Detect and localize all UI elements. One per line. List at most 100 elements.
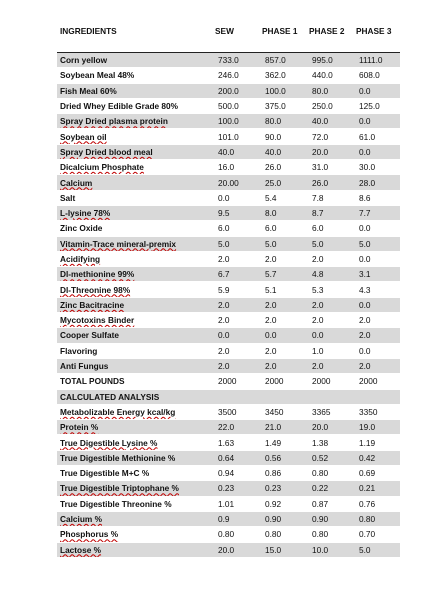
value-cell: 0.80	[306, 465, 353, 482]
value-cell: 2000	[306, 373, 353, 390]
ingredient-label: Dried Whey Edible Grade 80%	[60, 101, 179, 112]
value-cell: 0.80	[353, 511, 400, 528]
value-cell: 8.0	[259, 205, 306, 222]
ingredient-name: Dl-methionine 99%	[57, 266, 212, 283]
ingredient-label: Corn yellow	[60, 55, 108, 66]
value-cell: 1.0	[306, 343, 353, 359]
value-cell: 0.0	[259, 327, 306, 344]
value-cell: 5.4	[259, 190, 306, 206]
value-cell: 20.0	[306, 144, 353, 161]
value-cell: 0.22	[306, 480, 353, 497]
ingredient-name: Mycotoxins Binder	[57, 312, 212, 329]
value-cell: 61.0	[353, 128, 400, 145]
ingredient-name: Lactose %	[57, 542, 212, 558]
ingredient-label: Flavoring	[60, 345, 98, 356]
value-cell: 5.0	[353, 236, 400, 252]
value-cell: 0.0	[353, 83, 400, 99]
value-cell: 2.0	[212, 312, 259, 329]
table-row: True Digestible Triptophane % 0.23 0.23 0.2…	[57, 480, 400, 497]
value-cell: 1.49	[259, 434, 306, 451]
header-sew: SEW	[212, 24, 259, 53]
table-row: Salt 0.0 5.4 7.8 8.6	[57, 190, 400, 206]
value-cell: 3350	[353, 404, 400, 421]
value-cell: 1.19	[353, 434, 400, 451]
ingredient-label: Metabolizable Energy kcal/kg	[60, 406, 176, 417]
value-cell: 40.0	[259, 144, 306, 161]
table-row: Dried Whey Edible Grade 80% 500.0 375.0 250…	[57, 98, 400, 115]
value-cell: 0.52	[306, 450, 353, 467]
ingredient-label: True Digestible Triptophane %	[60, 483, 179, 494]
value-cell: 26.0	[259, 159, 306, 176]
value-cell: 15.0	[259, 542, 306, 558]
ingredient-label: Salt	[60, 192, 76, 203]
value-cell	[306, 389, 353, 405]
ingredient-name: Salt	[57, 190, 212, 206]
ingredient-name: Zinc Oxide	[57, 220, 212, 237]
value-cell: 2.0	[353, 358, 400, 375]
value-cell: 0.0	[353, 251, 400, 268]
value-cell: 100.0	[259, 83, 306, 99]
ingredient-label: Vitamin-Trace mineral-premix	[60, 238, 177, 249]
table-row: Corn yellow 733.0 857.0 995.0 1111.0	[57, 52, 400, 69]
value-cell: 5.7	[259, 266, 306, 283]
value-cell: 4.3	[353, 281, 400, 298]
table-row: Zinc Oxide 6.0 6.0 6.0 0.0	[57, 220, 400, 237]
value-cell: 2.0	[306, 297, 353, 314]
ingredient-label: Zinc Oxide	[60, 223, 103, 234]
table-row: Dl-Threonine 98% 5.9 5.1 5.3 4.3	[57, 281, 400, 298]
value-cell: 0.9	[212, 511, 259, 528]
value-cell: 0.80	[259, 526, 306, 543]
ingredient-label: True Digestible Methionine %	[60, 452, 176, 463]
value-cell: 19.0	[353, 419, 400, 436]
value-cell: 40.0	[306, 113, 353, 130]
value-cell: 72.0	[306, 128, 353, 145]
ingredient-name: True Digestible Methionine %	[57, 450, 212, 467]
value-cell: 0.0	[353, 343, 400, 359]
ingredients-table: INGREDIENTS SEW PHASE 1 PHASE 2 PHASE 3 …	[57, 24, 400, 558]
ingredient-label: CALCULATED ANALYSIS	[60, 391, 160, 402]
ingredient-name: True Digestible Threonine %	[57, 496, 212, 512]
value-cell: 0.56	[259, 450, 306, 467]
value-cell: 6.7	[212, 266, 259, 283]
value-cell	[212, 389, 259, 405]
table-row: Dicalcium Phosphate 16.0 26.0 31.0 30.0	[57, 159, 400, 176]
value-cell: 2.0	[259, 312, 306, 329]
ingredient-name: Protein %	[57, 419, 212, 436]
value-cell: 250.0	[306, 98, 353, 115]
value-cell: 0.90	[259, 511, 306, 528]
header-ingredients: INGREDIENTS	[57, 24, 212, 53]
value-cell: 0.23	[259, 480, 306, 497]
ingredient-label: Dicalcium Phosphate	[60, 162, 144, 173]
ingredient-label: Anti Fungus	[60, 361, 109, 372]
ingredient-label: TOTAL POUNDS	[60, 376, 125, 387]
value-cell: 2.0	[259, 251, 306, 268]
ingredient-label: True Digestible Threonine %	[60, 498, 172, 509]
value-cell: 25.0	[259, 174, 306, 191]
value-cell: 0.21	[353, 480, 400, 497]
value-cell: 6.0	[259, 220, 306, 237]
header-phase-1: PHASE 1	[259, 24, 306, 53]
ingredient-name: Flavoring	[57, 343, 212, 359]
ingredient-label: Soybean oil	[60, 131, 107, 142]
value-cell: 10.0	[306, 542, 353, 558]
value-cell: 0.80	[212, 526, 259, 543]
value-cell	[259, 389, 306, 405]
value-cell: 2.0	[212, 343, 259, 359]
ingredient-label: Dl-methionine 99%	[60, 269, 135, 280]
value-cell: 20.0	[306, 419, 353, 436]
value-cell: 2.0	[259, 358, 306, 375]
ingredient-label: Zinc Bacitracine	[60, 299, 125, 310]
value-cell: 22.0	[212, 419, 259, 436]
value-cell: 995.0	[306, 52, 353, 69]
ingredient-name: Anti Fungus	[57, 358, 212, 375]
table-row: CALCULATED ANALYSIS	[57, 389, 400, 405]
value-cell: 2.0	[353, 312, 400, 329]
value-cell: 0.64	[212, 450, 259, 467]
table-row: Spray Dried plasma protein 100.0 80.0 40.0 0…	[57, 113, 400, 130]
value-cell: 6.0	[306, 220, 353, 237]
value-cell: 2.0	[353, 327, 400, 344]
table-row: True Digestible Lysine % 1.63 1.49 1.38 1.19	[57, 434, 400, 451]
table-row: Soybean Meal 48% 246.0 362.0 440.0 608.0	[57, 67, 400, 84]
table-row: Dl-methionine 99% 6.7 5.7 4.8 3.1	[57, 266, 400, 283]
header-phase-3: PHASE 3	[353, 24, 400, 53]
